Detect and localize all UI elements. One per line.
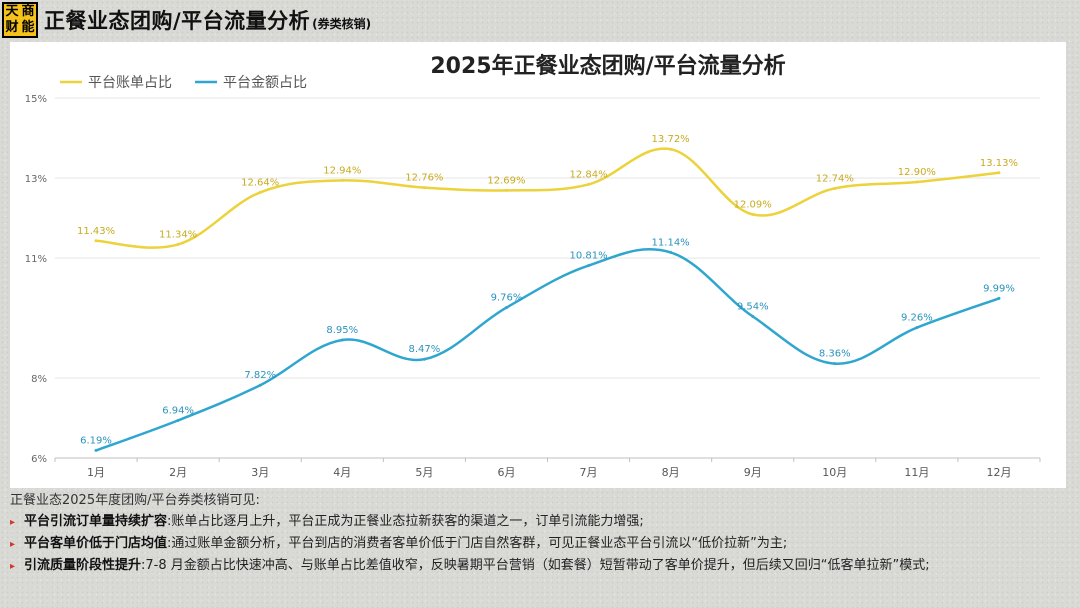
data-point <box>997 171 1001 175</box>
note-heading: 平台客单价低于门店均值 <box>24 536 168 551</box>
data-point <box>669 147 673 151</box>
data-label: 12.90% <box>898 167 936 178</box>
bullet-marker-icon: ▸ <box>10 561 16 572</box>
bullet-marker-icon: ▸ <box>10 517 16 528</box>
data-point <box>833 362 837 366</box>
data-point <box>915 180 919 184</box>
data-label: 9.54% <box>737 301 769 312</box>
data-label: 9.26% <box>901 313 933 324</box>
x-tick-label: 11月 <box>904 466 929 479</box>
data-point <box>340 178 344 182</box>
x-tick-label: 10月 <box>822 466 847 479</box>
data-label: 11.14% <box>652 237 690 248</box>
data-label: 13.13% <box>980 158 1018 169</box>
note-bullet: ▸ 平台客单价低于门店均值:通过账单金额分析，平台到店的消费者客单价低于门店自然… <box>10 533 1070 555</box>
data-label: 12.64% <box>241 177 279 188</box>
data-point <box>176 418 180 422</box>
data-label: 6.94% <box>162 405 194 416</box>
note-text: 平台客单价低于门店均值:通过账单金额分析，平台到店的消费者客单价低于门店自然客群… <box>24 533 787 555</box>
data-label: 9.99% <box>983 283 1015 294</box>
data-point <box>587 182 591 186</box>
x-tick-label: 8月 <box>662 466 680 479</box>
data-point <box>833 186 837 190</box>
note-body: :通过账单金额分析，平台到店的消费者客单价低于门店自然客群，可见正餐业态平台引流… <box>167 536 788 551</box>
logo-char: 商 <box>21 4 35 19</box>
line-series-amount-share <box>95 248 1000 452</box>
data-label: 10.81% <box>569 251 607 262</box>
data-label: 9.76% <box>491 293 523 304</box>
chart-title: 2025年正餐业态团购/平台流量分析 <box>430 53 785 79</box>
page-title: 正餐业态团购/平台流量分析 <box>44 9 311 33</box>
data-label: 12.74% <box>816 173 854 184</box>
data-label: 11.34% <box>159 229 197 240</box>
data-label: 12.69% <box>487 175 525 186</box>
x-tick-label: 2月 <box>169 466 187 479</box>
data-point <box>340 338 344 342</box>
data-label: 12.84% <box>569 169 607 180</box>
data-point <box>176 242 180 246</box>
data-point <box>422 357 426 361</box>
data-point <box>504 188 508 192</box>
bullet-marker-icon: ▸ <box>10 539 16 550</box>
data-label: 11.43% <box>77 226 115 237</box>
note-heading: 平台引流订单量持续扩容 <box>24 514 168 529</box>
note-bullet: ▸ 平台引流订单量持续扩容:账单占比逐月上升，平台正成为正餐业态拉新获客的渠道之… <box>10 511 1070 533</box>
note-text: 引流质量阶段性提升:7-8 月金额占比快速冲高、与账单占比差值收窄，反映暑期平台… <box>24 555 930 577</box>
line-chart: 2025年正餐业态团购/平台流量分析 6% 8% 11% 13% 15% 1月 2月 3月 4月 5… <box>25 53 1041 479</box>
logo-char: 天 <box>5 4 19 19</box>
data-label: 8.95% <box>326 325 358 336</box>
note-text: 平台引流订单量持续扩容:账单占比逐月上升，平台正成为正餐业态拉新获客的渠道之一，… <box>24 511 644 533</box>
page-title-tag: (券类核销) <box>312 17 372 31</box>
notes-section: 正餐业态2025年度团购/平台券类核销可见: ▸ 平台引流订单量持续扩容:账单占… <box>10 490 1070 577</box>
logo-char: 财 <box>5 20 19 35</box>
legend-label: 平台账单占比 <box>88 75 172 91</box>
data-point <box>997 296 1001 300</box>
note-bullet: ▸ 引流质量阶段性提升:7-8 月金额占比快速冲高、与账单占比差值收窄，反映暑期… <box>10 555 1070 577</box>
data-label: 12.94% <box>323 165 361 176</box>
logo-char: 能 <box>21 20 35 35</box>
chart-card: 2025年正餐业态团购/平台流量分析 6% 8% 11% 13% 15% 1月 2月 3月 4月 5… <box>10 42 1066 488</box>
data-point <box>587 264 591 268</box>
x-tick-label: 6月 <box>497 466 515 479</box>
data-label: 6.19% <box>80 435 112 446</box>
x-tick-label: 12月 <box>986 466 1011 479</box>
x-tick-label: 5月 <box>415 466 433 479</box>
data-point <box>669 250 673 254</box>
x-tick-label: 9月 <box>744 466 762 479</box>
y-tick-label: 8% <box>31 374 47 385</box>
data-point <box>751 314 755 318</box>
note-heading: 引流质量阶段性提升 <box>24 558 142 573</box>
data-point <box>258 190 262 194</box>
data-point <box>504 306 508 310</box>
x-tick-label: 1月 <box>87 466 105 479</box>
data-point <box>94 239 98 243</box>
y-tick-label: 11% <box>25 254 47 265</box>
y-tick-label: 6% <box>31 454 47 465</box>
notes-intro: 正餐业态2025年度团购/平台券类核销可见: <box>10 493 260 508</box>
data-label: 7.82% <box>244 370 276 381</box>
legend-label: 平台金额占比 <box>223 75 307 91</box>
y-tick-label: 15% <box>25 94 47 105</box>
x-tick-label: 4月 <box>333 466 351 479</box>
data-label: 8.47% <box>408 344 440 355</box>
data-point <box>258 383 262 387</box>
brand-logo: 天 商 财 能 <box>2 2 38 38</box>
data-label: 8.36% <box>819 349 851 360</box>
x-tick-label: 7月 <box>580 466 598 479</box>
data-label: 13.72% <box>652 134 690 145</box>
data-label: 12.76% <box>405 173 443 184</box>
data-point <box>751 212 755 216</box>
data-point <box>422 186 426 190</box>
data-point <box>94 448 98 452</box>
y-tick-label: 13% <box>25 174 47 185</box>
data-point <box>915 326 919 330</box>
note-body: :账单占比逐月上升，平台正成为正餐业态拉新获客的渠道之一，订单引流能力增强; <box>167 514 644 529</box>
line-series-bill-share <box>95 147 1000 249</box>
note-body: :7-8 月金额占比快速冲高、与账单占比差值收窄，反映暑期平台营销（如套餐）短暂… <box>141 558 930 573</box>
data-label: 12.09% <box>734 199 772 210</box>
x-tick-label: 3月 <box>251 466 269 479</box>
page-header: 天 商 财 能 正餐业态团购/平台流量分析 (券类核销) <box>0 0 1080 40</box>
